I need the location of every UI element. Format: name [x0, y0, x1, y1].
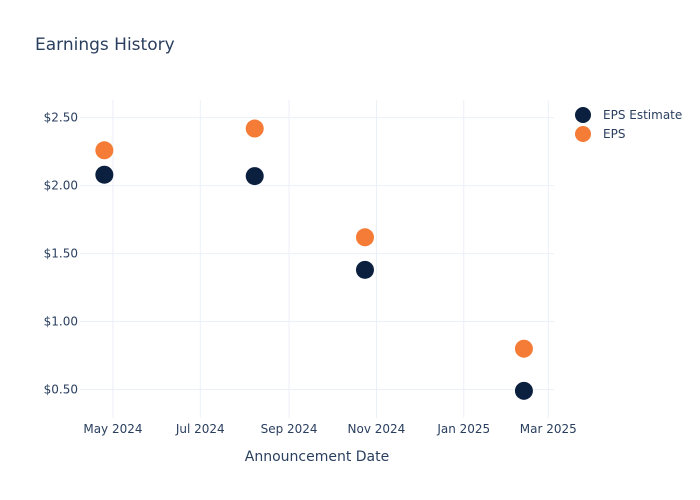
eps-estimate-point[interactable] — [95, 165, 114, 184]
eps-point[interactable] — [245, 119, 264, 138]
y-axis-ticks: $0.50 $1.00 $1.50 $2.00 $2.50 — [44, 111, 78, 397]
x-tick-label: May 2024 — [83, 422, 142, 436]
eps-point[interactable] — [95, 141, 114, 160]
y-tick-label: $2.50 — [44, 111, 78, 125]
legend-label: EPS — [603, 127, 625, 141]
x-tick-label: Sep 2024 — [261, 422, 318, 436]
eps-point[interactable] — [514, 339, 533, 358]
y-tick-label: $0.50 — [44, 382, 78, 396]
legend-marker — [575, 126, 591, 142]
grid-layer — [80, 100, 554, 418]
x-tick-label: Mar 2025 — [520, 422, 577, 436]
legend-label: EPS Estimate — [603, 108, 682, 122]
y-tick-label: $1.50 — [44, 247, 78, 261]
legend[interactable]: EPS Estimate EPS — [575, 107, 682, 142]
legend-item-eps-estimate[interactable]: EPS Estimate — [575, 107, 682, 123]
chart-title: Earnings History — [35, 35, 175, 55]
eps-estimate-point[interactable] — [245, 167, 264, 186]
y-tick-label: $2.00 — [44, 179, 78, 193]
eps-estimate-point[interactable] — [355, 260, 374, 279]
y-tick-label: $1.00 — [44, 315, 78, 329]
legend-marker — [575, 107, 591, 123]
x-tick-label: Jul 2024 — [175, 422, 225, 436]
eps-estimate-point[interactable] — [514, 381, 533, 400]
x-axis-ticks: May 2024 Jul 2024 Sep 2024 Nov 2024 Jan 2025… — [83, 422, 576, 436]
legend-item-eps[interactable]: EPS — [575, 126, 625, 142]
eps-point[interactable] — [355, 228, 374, 247]
x-tick-label: Nov 2024 — [348, 422, 406, 436]
x-tick-label: Jan 2025 — [436, 422, 490, 436]
x-axis-title: Announcement Date — [245, 449, 389, 465]
data-points — [95, 119, 533, 400]
